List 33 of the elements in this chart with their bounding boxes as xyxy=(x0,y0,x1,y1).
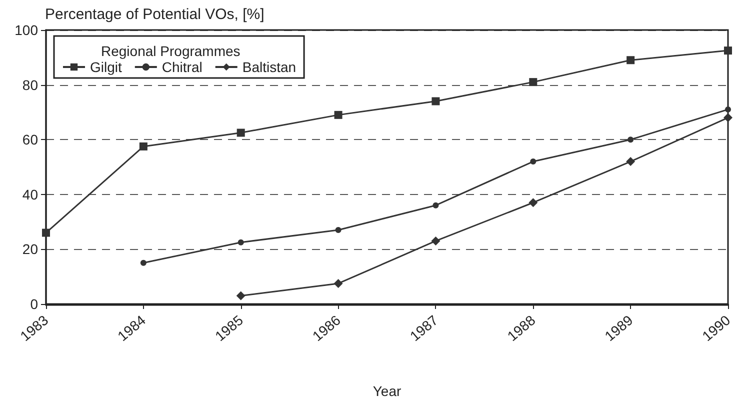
point xyxy=(725,106,731,112)
y-tick-label: 60 xyxy=(22,132,38,148)
point xyxy=(626,56,635,64)
point xyxy=(432,202,439,208)
y-tick-label: 100 xyxy=(14,22,38,38)
point xyxy=(530,158,536,165)
point xyxy=(139,142,148,150)
point xyxy=(334,110,342,119)
legend-label: Baltistan xyxy=(242,59,296,75)
legend-label: Gilgit xyxy=(90,59,122,75)
legend-title: Regional Programmes xyxy=(101,43,240,59)
x-axis-title: Year xyxy=(372,383,402,399)
point xyxy=(431,236,440,246)
y-tick-label: 40 xyxy=(22,186,38,202)
point xyxy=(432,97,440,106)
point xyxy=(334,278,343,288)
point xyxy=(335,227,342,234)
point xyxy=(236,128,245,137)
point xyxy=(626,157,636,166)
point xyxy=(236,291,246,300)
point xyxy=(529,78,538,86)
point xyxy=(42,228,50,237)
legend-label: Chitral xyxy=(162,59,202,75)
y-tick-label: 20 xyxy=(22,241,38,258)
point xyxy=(628,136,634,143)
y-tick-label: 0 xyxy=(30,296,38,312)
point xyxy=(724,113,732,122)
y-axis-title: Percentage of Potential VOs, [%] xyxy=(45,6,264,23)
point xyxy=(238,239,244,246)
y-tick-label: 80 xyxy=(22,76,38,93)
point xyxy=(140,260,146,266)
point xyxy=(724,46,732,55)
point xyxy=(528,198,538,208)
